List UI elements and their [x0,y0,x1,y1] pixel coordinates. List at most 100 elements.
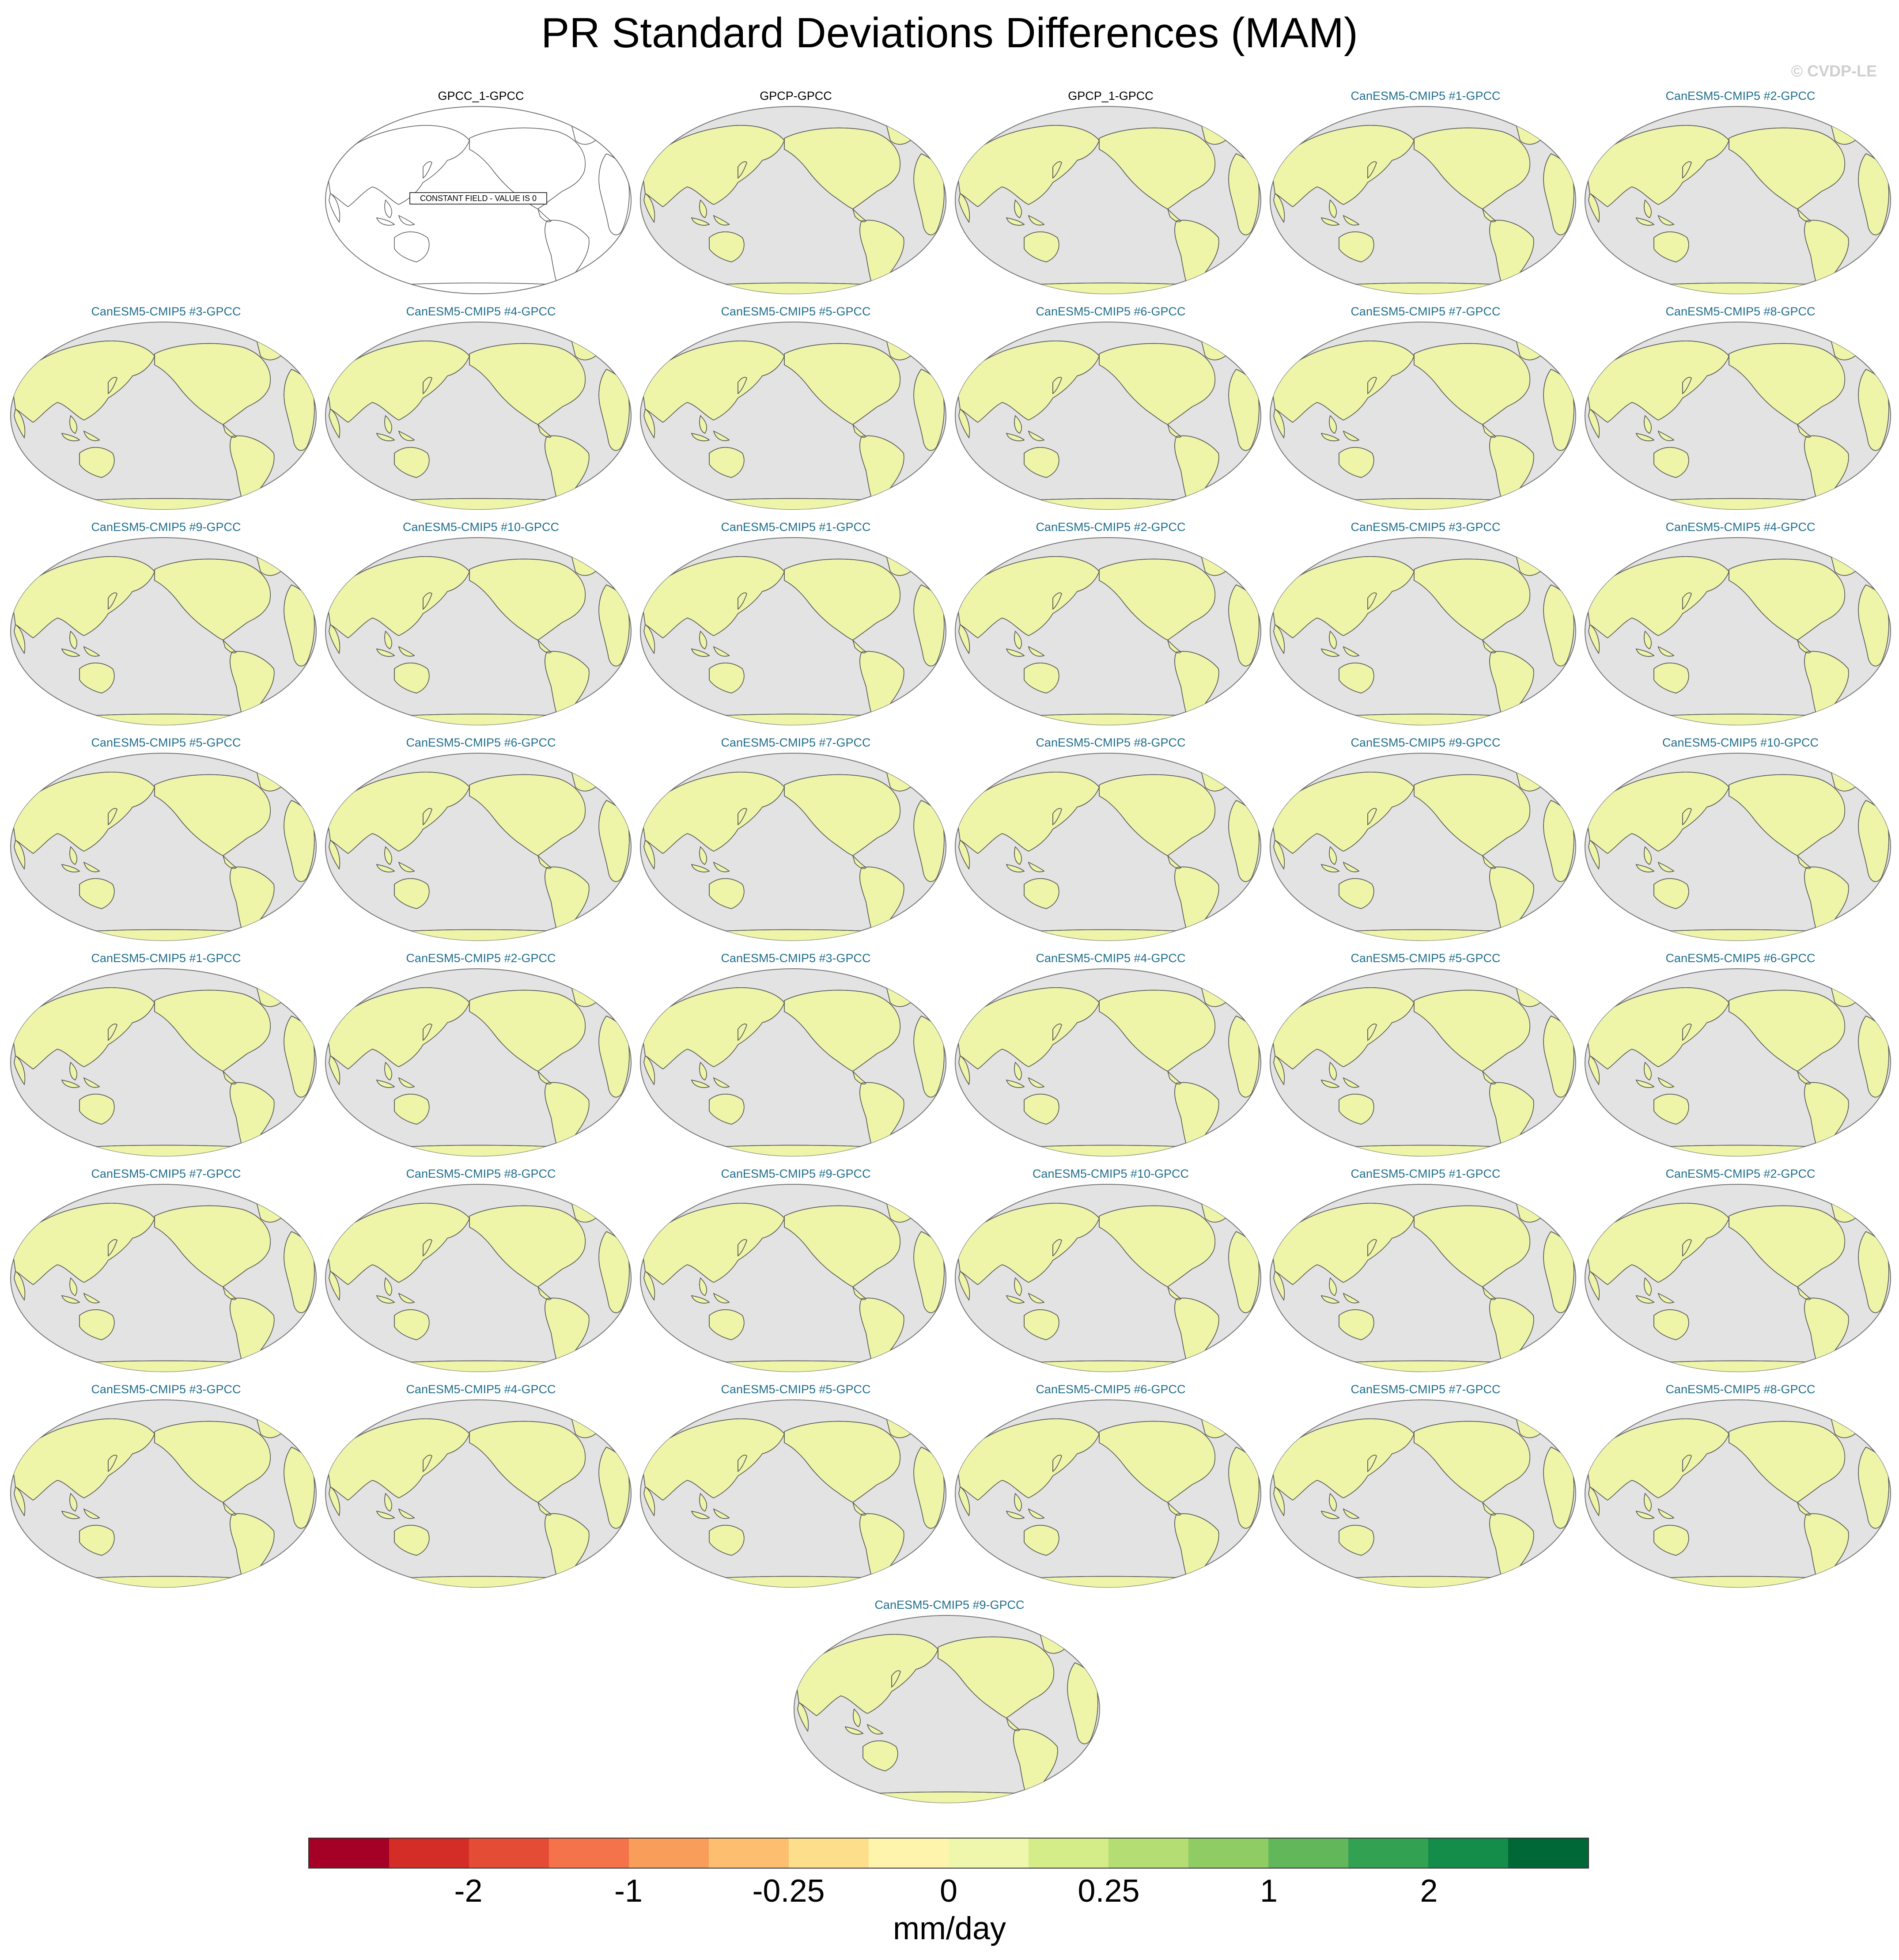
panel-title: CanESM5-CMIP5 #9-GPCC [1350,736,1501,749]
globe-map [1585,537,1891,725]
globe-map [10,537,317,725]
colorbar-tick-label: -1 [614,1873,643,1909]
panel-title: CanESM5-CMIP5 #6-GPCC [1665,952,1816,965]
panel-title: CanESM5-CMIP5 #3-GPCC [91,1383,241,1396]
panel-title: CanESM5-CMIP5 #10-GPCC [1662,736,1819,749]
panel-title: CanESM5-CMIP5 #3-GPCC [721,952,871,965]
watermark: © CVDP-LE [1791,62,1877,80]
map-panel: CanESM5-CMIP5 #4-GPCC [324,1382,638,1589]
globe-map [640,322,946,510]
panel-title: CanESM5-CMIP5 #7-GPCC [721,736,871,749]
colorbar-swatch [1029,1839,1108,1868]
globe-map [325,968,632,1156]
colorbar-swatch [949,1839,1029,1868]
panel-title: CanESM5-CMIP5 #8-GPCC [1036,736,1186,749]
map-panel: GPCC_1-GPCC CONSTANT FIELD - VALUE IS 0 [324,88,638,296]
map-panel: CanESM5-CMIP5 #2-GPCC [1583,1166,1898,1374]
map-panel: CanESM5-CMIP5 #4-GPCC [953,951,1268,1158]
globe-map [640,753,946,941]
panel-title: CanESM5-CMIP5 #1-GPCC [721,520,871,534]
panel-title: GPCP-GPCC [760,89,832,102]
map-panel: CanESM5-CMIP5 #8-GPCC [1583,1382,1898,1589]
panel-title: CanESM5-CMIP5 #8-GPCC [1665,305,1816,318]
panel-title: CanESM5-CMIP5 #9-GPCC [874,1598,1025,1611]
globe-map [1270,968,1576,1156]
globe-map [10,1399,317,1588]
globe-map [955,1184,1261,1372]
panel-title: CanESM5-CMIP5 #3-GPCC [1350,520,1501,534]
map-panel: CanESM5-CMIP5 #8-GPCC [1583,304,1898,512]
map-panel: CanESM5-CMIP5 #9-GPCC [639,1166,953,1374]
colorbar-swatch [1508,1839,1588,1868]
colorbar-swatch [1268,1839,1348,1868]
map-panel: CanESM5-CMIP5 #7-GPCC [1268,1382,1583,1589]
globe-map [640,106,946,294]
map-panel: CanESM5-CMIP5 #3-GPCC [639,951,953,1158]
globe-map [955,1399,1261,1588]
panel-title: CanESM5-CMIP5 #6-GPCC [406,736,556,749]
colorbar-swatch [549,1839,629,1868]
map-panel: CanESM5-CMIP5 #1-GPCC [1268,1166,1583,1374]
map-panel: CanESM5-CMIP5 #9-GPCC [9,519,323,727]
panel-title: CanESM5-CMIP5 #4-GPCC [1665,520,1816,534]
map-panel: CanESM5-CMIP5 #10-GPCC [324,519,638,727]
globe-map [10,1184,317,1372]
panel-title: CanESM5-CMIP5 #1-GPCC [91,952,241,965]
globe-map [1270,106,1576,294]
panel-title: CanESM5-CMIP5 #7-GPCC [1350,305,1501,318]
panel-title: CanESM5-CMIP5 #5-GPCC [91,736,241,749]
globe-map [325,753,632,941]
map-panel: CanESM5-CMIP5 #7-GPCC [639,735,953,943]
map-panel: CanESM5-CMIP5 #2-GPCC [324,951,638,1158]
globe-map [325,1399,632,1588]
globe-map [1270,537,1576,725]
colorbar-tick-label: -2 [454,1873,483,1909]
globe-map [955,753,1261,941]
colorbar-swatch [789,1839,869,1868]
map-panel: CanESM5-CMIP5 #6-GPCC [1583,951,1898,1158]
map-panel: CanESM5-CMIP5 #8-GPCC [324,1166,638,1374]
globe-map [640,1399,946,1588]
panel-title: CanESM5-CMIP5 #8-GPCC [1665,1383,1816,1396]
map-panel: CanESM5-CMIP5 #5-GPCC [1268,951,1583,1158]
panel-title: CanESM5-CMIP5 #3-GPCC [91,305,241,318]
globe-map [955,537,1261,725]
globe-map [1585,1399,1891,1588]
globe-map [1270,1184,1576,1372]
map-panel: CanESM5-CMIP5 #6-GPCC [953,304,1268,512]
globe-map [640,1184,946,1372]
colorbar-swatch [869,1839,949,1868]
panel-title: CanESM5-CMIP5 #2-GPCC [1665,89,1816,102]
panel-title: CanESM5-CMIP5 #2-GPCC [406,952,556,965]
panel-title: CanESM5-CMIP5 #9-GPCC [721,1167,871,1180]
colorbar-swatch [1428,1839,1508,1868]
globe-map [10,753,317,941]
globe-map [1585,1184,1891,1372]
colorbar-tick-label: 0.25 [1078,1873,1140,1909]
colorbar-tick-label: 2 [1420,1873,1438,1909]
map-panel: CanESM5-CMIP5 #1-GPCC [9,951,323,1158]
constant-field-note: CONSTANT FIELD - VALUE IS 0 [420,194,537,203]
map-panel: CanESM5-CMIP5 #10-GPCC [953,1166,1268,1374]
map-panel: CanESM5-CMIP5 #4-GPCC [324,304,638,512]
map-panel: CanESM5-CMIP5 #2-GPCC [953,519,1268,727]
globe-map [1270,322,1576,510]
panel-title: CanESM5-CMIP5 #10-GPCC [402,520,560,534]
map-panel: CanESM5-CMIP5 #3-GPCC [9,304,323,512]
colorbar-swatch [709,1839,789,1868]
panel-title: CanESM5-CMIP5 #9-GPCC [91,520,241,534]
globe-map [325,322,632,510]
globe-map [1270,753,1576,941]
panel-title: CanESM5-CMIP5 #2-GPCC [1036,520,1186,534]
map-panel: CanESM5-CMIP5 #7-GPCC [1268,304,1583,512]
colorbar-swatch [629,1839,709,1868]
globe-map [325,1184,632,1372]
panel-title: CanESM5-CMIP5 #5-GPCC [721,305,871,318]
page-title: PR Standard Deviations Differences (MAM) [541,9,1358,57]
map-panel: CanESM5-CMIP5 #1-GPCC [639,519,953,727]
map-panel: CanESM5-CMIP5 #5-GPCC [9,735,323,943]
map-panel: CanESM5-CMIP5 #8-GPCC [953,735,1268,943]
colorbar-swatch [309,1839,389,1868]
panel-title: CanESM5-CMIP5 #2-GPCC [1665,1167,1816,1180]
panel-title: GPCP_1-GPCC [1068,89,1154,102]
